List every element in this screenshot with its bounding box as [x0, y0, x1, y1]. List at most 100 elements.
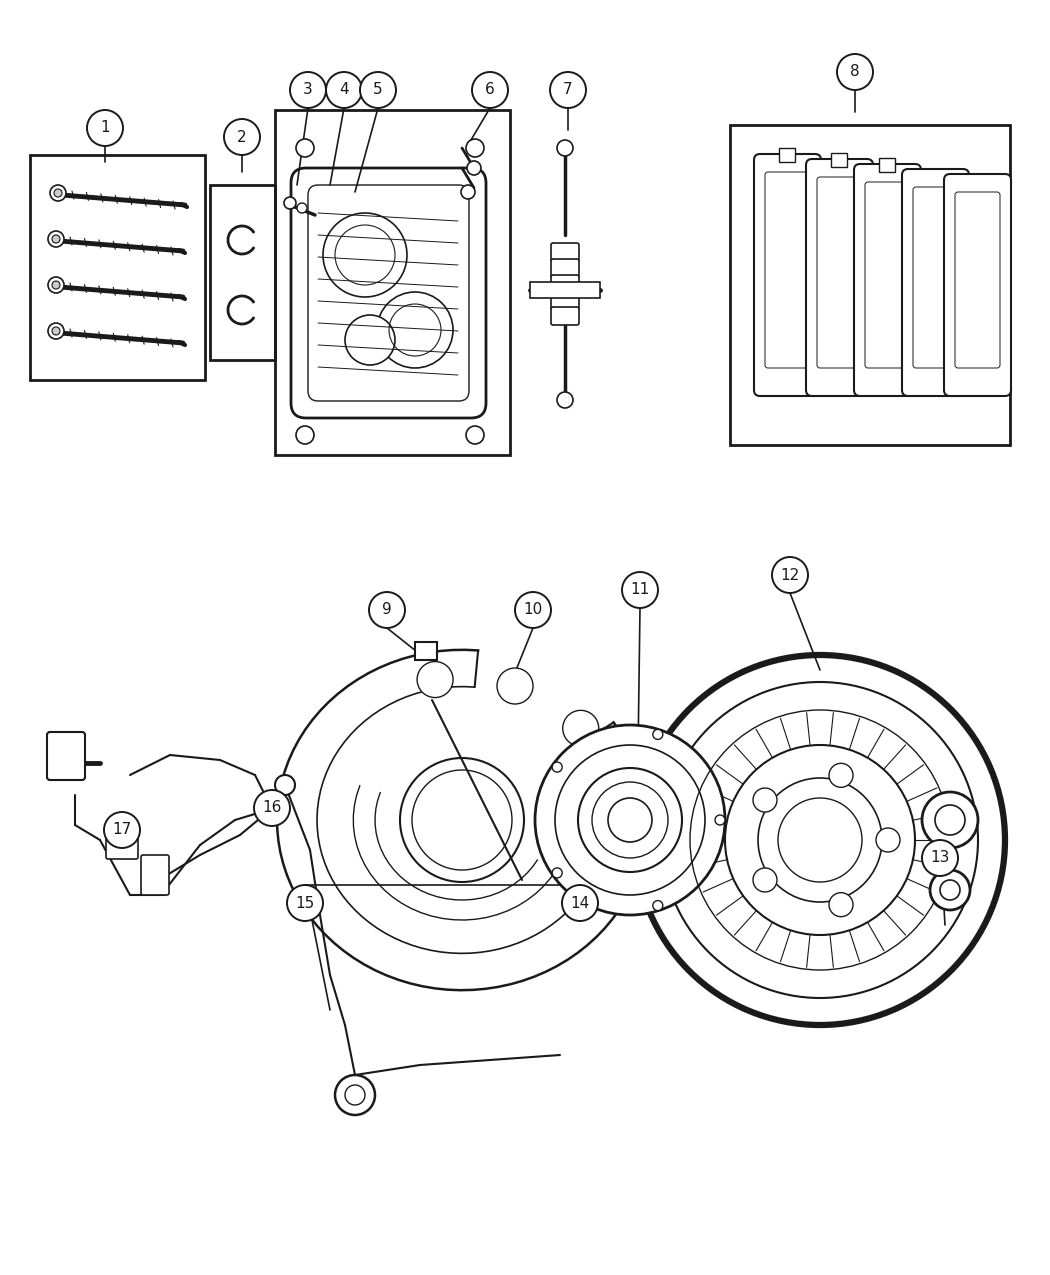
Circle shape: [48, 323, 64, 339]
FancyBboxPatch shape: [806, 159, 873, 397]
Circle shape: [552, 762, 562, 773]
Circle shape: [48, 231, 64, 247]
Circle shape: [323, 213, 407, 297]
Circle shape: [622, 572, 658, 608]
Circle shape: [290, 71, 326, 108]
Text: 12: 12: [780, 567, 800, 583]
Circle shape: [52, 235, 60, 244]
Circle shape: [287, 885, 323, 921]
Circle shape: [369, 592, 405, 629]
Text: 9: 9: [382, 603, 392, 617]
Text: 15: 15: [295, 895, 315, 910]
Circle shape: [467, 161, 481, 175]
Circle shape: [297, 203, 307, 213]
Bar: [210, 185, 275, 360]
Circle shape: [830, 764, 853, 788]
Circle shape: [876, 827, 900, 852]
Circle shape: [48, 277, 64, 293]
Text: 17: 17: [112, 822, 131, 838]
Bar: [879, 158, 895, 172]
Circle shape: [635, 655, 1005, 1025]
Circle shape: [930, 870, 970, 910]
Circle shape: [472, 71, 508, 108]
Text: 6: 6: [485, 83, 495, 97]
Bar: [530, 282, 600, 298]
FancyBboxPatch shape: [141, 856, 169, 895]
Text: 10: 10: [523, 603, 543, 617]
Circle shape: [922, 792, 978, 848]
Circle shape: [360, 71, 396, 108]
Circle shape: [922, 840, 958, 876]
Circle shape: [417, 662, 454, 697]
Circle shape: [556, 140, 573, 156]
Text: 11: 11: [630, 583, 650, 598]
Circle shape: [296, 426, 314, 444]
Text: 2: 2: [237, 130, 247, 144]
Bar: [779, 148, 795, 162]
Circle shape: [224, 119, 260, 156]
Circle shape: [563, 710, 598, 746]
FancyBboxPatch shape: [754, 154, 821, 397]
Circle shape: [556, 391, 573, 408]
FancyBboxPatch shape: [551, 291, 579, 309]
Circle shape: [345, 315, 395, 365]
FancyBboxPatch shape: [551, 244, 579, 261]
Circle shape: [54, 189, 62, 198]
Text: 1: 1: [100, 121, 110, 135]
Circle shape: [653, 729, 663, 740]
Circle shape: [934, 805, 965, 835]
Circle shape: [753, 868, 777, 892]
Circle shape: [466, 426, 484, 444]
FancyBboxPatch shape: [902, 170, 969, 397]
Bar: [415, 643, 437, 660]
FancyBboxPatch shape: [551, 307, 579, 325]
Circle shape: [335, 1075, 375, 1116]
Circle shape: [497, 668, 533, 704]
Circle shape: [772, 557, 808, 593]
Circle shape: [87, 110, 123, 147]
Text: 14: 14: [570, 895, 590, 910]
Circle shape: [608, 798, 652, 842]
Circle shape: [326, 71, 362, 108]
Circle shape: [940, 880, 960, 900]
Circle shape: [778, 798, 862, 882]
Circle shape: [536, 725, 724, 915]
Circle shape: [466, 139, 484, 157]
Circle shape: [254, 790, 290, 826]
FancyBboxPatch shape: [47, 732, 85, 780]
Circle shape: [715, 815, 724, 825]
FancyBboxPatch shape: [854, 164, 921, 397]
Bar: [831, 153, 847, 167]
Circle shape: [837, 54, 873, 91]
FancyBboxPatch shape: [551, 275, 579, 293]
Circle shape: [296, 139, 314, 157]
Circle shape: [753, 788, 777, 812]
Text: 13: 13: [930, 850, 949, 866]
Polygon shape: [277, 650, 647, 991]
Text: 16: 16: [262, 801, 281, 816]
Text: 7: 7: [563, 83, 573, 97]
FancyBboxPatch shape: [291, 168, 486, 418]
Circle shape: [52, 326, 60, 335]
Text: 3: 3: [303, 83, 313, 97]
Circle shape: [52, 280, 60, 289]
Circle shape: [552, 868, 562, 878]
FancyBboxPatch shape: [551, 259, 579, 277]
Circle shape: [653, 900, 663, 910]
Circle shape: [461, 185, 475, 199]
Circle shape: [50, 185, 66, 201]
Circle shape: [830, 892, 853, 917]
Circle shape: [275, 775, 295, 796]
Circle shape: [724, 745, 915, 935]
FancyBboxPatch shape: [106, 833, 138, 859]
Circle shape: [104, 812, 140, 848]
FancyBboxPatch shape: [944, 173, 1011, 397]
Circle shape: [562, 885, 598, 921]
Circle shape: [400, 759, 524, 882]
Circle shape: [550, 71, 586, 108]
Circle shape: [578, 768, 682, 872]
Bar: [730, 125, 1010, 445]
Bar: [275, 110, 510, 455]
Circle shape: [514, 592, 551, 629]
Circle shape: [377, 292, 453, 368]
